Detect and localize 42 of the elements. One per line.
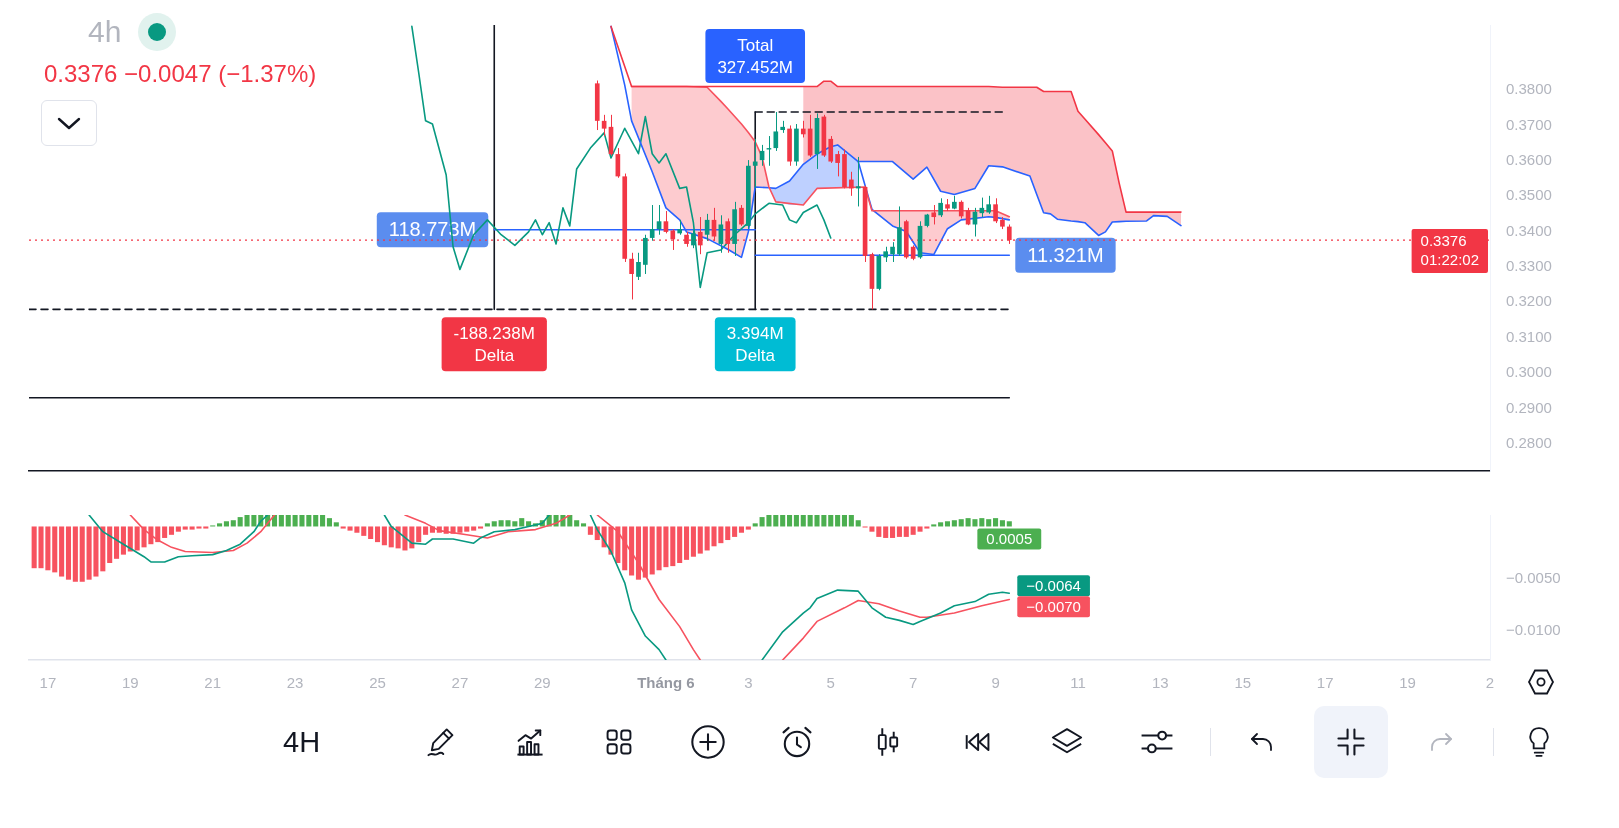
x-tick-label: 25 bbox=[369, 674, 386, 692]
y-tick-label: −0.0050 bbox=[1506, 568, 1561, 586]
x-tick-label: 17 bbox=[1316, 674, 1334, 692]
data-label: −0.0070 bbox=[1026, 598, 1081, 616]
annotation: Total 327.452M bbox=[717, 35, 794, 77]
y-tick-label: 0.3800 bbox=[1506, 80, 1552, 98]
y-tick-label: 0.3300 bbox=[1506, 257, 1552, 275]
x-tick-label: 13 bbox=[1152, 674, 1169, 692]
x-tick-label: 3 bbox=[744, 674, 753, 692]
annotation: 11.321M bbox=[1027, 243, 1104, 266]
y-tick-label: −0.0100 bbox=[1506, 620, 1561, 638]
data-label: 0.0005 bbox=[986, 530, 1033, 548]
y-tick-label: 0.3500 bbox=[1506, 186, 1552, 204]
annotation: -188.238M Delta bbox=[453, 324, 535, 366]
x-tick-label: 9 bbox=[991, 674, 1000, 692]
y-tick-label: 0.3100 bbox=[1506, 327, 1552, 345]
x-tick-label: 11 bbox=[1070, 674, 1086, 692]
y-tick-label: 0.3000 bbox=[1506, 363, 1552, 381]
annotation: 0.3376 −0.0047 (−1.37%) bbox=[44, 59, 317, 89]
ref-line-label: 0.3376 01:22:02 bbox=[1420, 231, 1479, 268]
x-tick-label: Tháng 6 bbox=[637, 674, 695, 692]
x-tick-label: 5 bbox=[826, 674, 835, 692]
text: 4H bbox=[283, 725, 321, 760]
x-tick-label: 29 bbox=[533, 674, 551, 692]
data-label: −0.0064 bbox=[1026, 577, 1081, 595]
x-tick-label: 17 bbox=[39, 674, 57, 692]
x-tick-label: 2 bbox=[1485, 674, 1495, 692]
y-tick-label: 0.2800 bbox=[1506, 433, 1552, 451]
x-tick-label: 19 bbox=[121, 674, 139, 692]
chart-title: 4h bbox=[88, 14, 122, 50]
y-tick-label: 0.3600 bbox=[1506, 150, 1552, 168]
annotation: 3.394M Delta bbox=[726, 324, 784, 366]
x-tick-label: 7 bbox=[908, 674, 918, 692]
x-tick-label: 19 bbox=[1399, 674, 1416, 692]
x-tick-label: 23 bbox=[286, 674, 304, 692]
x-tick-label: 21 bbox=[204, 674, 222, 692]
y-tick-label: 0.2900 bbox=[1506, 398, 1552, 416]
y-tick-label: 0.3400 bbox=[1506, 221, 1552, 239]
x-tick-label: 27 bbox=[451, 674, 469, 692]
y-tick-label: 0.3700 bbox=[1506, 115, 1552, 133]
x-tick-label: 15 bbox=[1234, 674, 1252, 692]
y-tick-label: 0.3200 bbox=[1506, 292, 1552, 310]
